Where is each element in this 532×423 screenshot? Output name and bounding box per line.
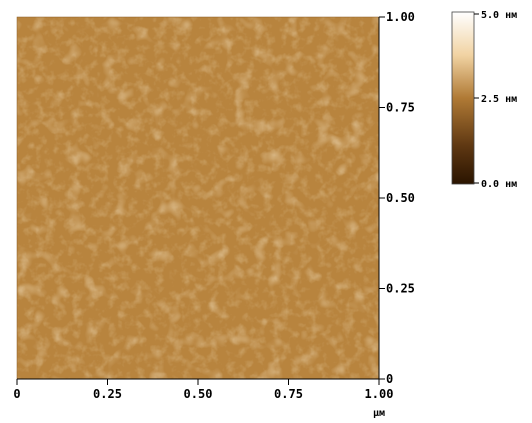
y-tick-label: 0.75 (386, 101, 415, 115)
height-map-image (16, 16, 380, 380)
x-tick-label: 0.50 (184, 387, 213, 401)
colorbar-max-label: 5.0 нм (481, 10, 517, 21)
colorbar: 5.0 нм 2.5 нм 0.0 нм (451, 10, 517, 190)
x-tick-label: 1.00 (365, 387, 394, 401)
colorbar-min-label: 0.0 нм (481, 179, 517, 190)
x-tick-label: 0.75 (274, 387, 303, 401)
y-tick-label: 1.00 (386, 10, 415, 24)
x-tick-label: 0 (13, 387, 20, 401)
y-tick-label: 0 (386, 372, 393, 386)
colorbar-gradient (451, 11, 475, 185)
y-axis: 1.00 0.75 0.50 0.25 0 (378, 10, 415, 386)
x-tick-label: 0.25 (93, 387, 122, 401)
x-axis: 0 0.25 0.50 0.75 1.00 µм (13, 378, 394, 419)
y-tick-label: 0.50 (386, 191, 415, 205)
x-axis-unit: µм (373, 408, 385, 419)
y-tick-label: 0.25 (386, 282, 415, 296)
colorbar-mid-label: 2.5 нм (481, 94, 517, 105)
